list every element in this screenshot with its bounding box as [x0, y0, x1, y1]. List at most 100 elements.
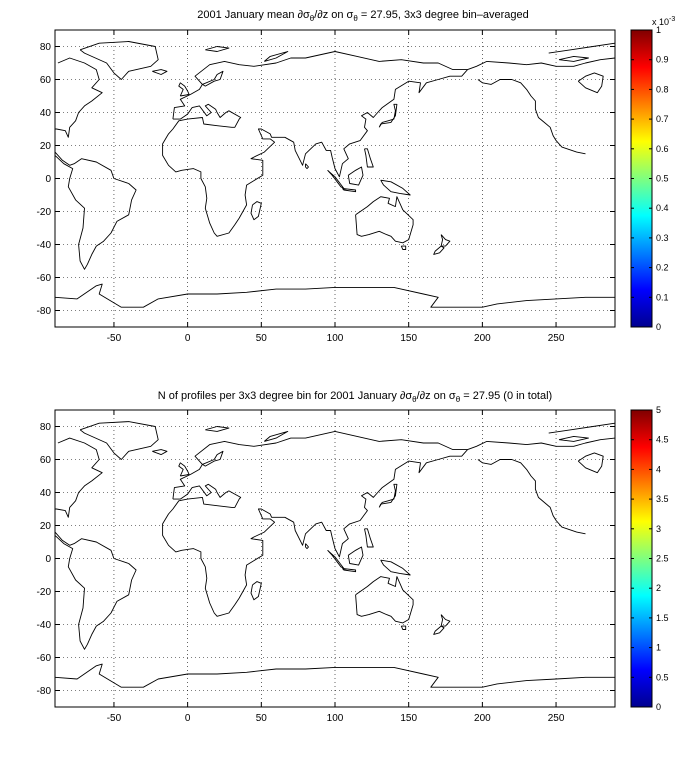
y-tick-label: 20	[40, 141, 52, 152]
x-tick-label: 50	[256, 333, 268, 344]
x-tick-label: 50	[256, 713, 268, 724]
coastline	[467, 437, 615, 451]
coastline	[433, 245, 445, 255]
coastline	[577, 452, 604, 474]
y-tick-label: 0	[45, 554, 51, 565]
x-tick-label: 250	[548, 333, 565, 344]
y-tick-label: 20	[40, 521, 52, 532]
coastline	[55, 531, 137, 650]
y-tick-label: 40	[40, 488, 52, 499]
coastline	[558, 435, 589, 442]
y-tick-label: -80	[37, 306, 52, 317]
coastline	[477, 459, 586, 535]
colorbar-exponent: x 10-3	[652, 16, 675, 27]
colorbar-tick-label: 3	[656, 524, 661, 534]
colorbar-tick-label: 2	[656, 583, 661, 593]
colorbar-bottom: 0 0.5 1 1.5 2 2.5 3 3.5 4 4.5 5	[630, 405, 669, 712]
colorbar-tick-label: 4.5	[656, 435, 669, 445]
coastline	[250, 581, 262, 601]
x-tick-label: 250	[548, 713, 565, 724]
coastline	[577, 72, 604, 94]
x-tick-label: 0	[185, 333, 191, 344]
x-tick-label: -50	[107, 333, 122, 344]
y-tick-label: 60	[40, 455, 52, 466]
coastline	[380, 559, 411, 576]
colorbar-tick-label: 1	[656, 643, 661, 653]
colorbar-gradient	[630, 29, 653, 328]
colorbar-tick-label: 0.5	[656, 174, 669, 184]
coastline	[355, 196, 414, 244]
coastline-map	[55, 41, 615, 308]
colorbar-tick-label: 0.9	[656, 55, 669, 65]
coastline	[347, 166, 364, 186]
coastline	[264, 430, 289, 442]
colorbar-tick-label: 0	[656, 702, 661, 712]
y-tick-label: -20	[37, 207, 52, 218]
y-tick-label: 40	[40, 108, 52, 119]
x-tick-label: 200	[474, 713, 491, 724]
coastline	[378, 103, 398, 128]
coastline	[342, 187, 357, 193]
coastline	[347, 546, 364, 566]
coastline	[162, 430, 469, 617]
x-tick-label: 150	[400, 333, 417, 344]
coastline	[327, 549, 345, 569]
coastline	[364, 148, 374, 168]
colorbar-tick-label: 0.3	[656, 233, 669, 243]
coastline	[467, 57, 615, 71]
coastline	[55, 57, 103, 138]
coastline	[433, 625, 445, 635]
coastline	[400, 245, 407, 250]
x-tick-label: 100	[327, 713, 344, 724]
panel-mean-gradient: 2001 January mean ∂σθ/∂z on σθ = 27.95, …	[37, 9, 676, 344]
coastline	[55, 437, 103, 518]
coastline	[55, 151, 137, 270]
coastline	[440, 234, 451, 247]
colorbar-tick-label: 0.4	[656, 203, 669, 213]
colorbar-tick-label: 1.5	[656, 613, 669, 623]
coastline	[548, 422, 615, 434]
colorbar-gradient	[630, 409, 653, 708]
colorbar-tick-label: 0.2	[656, 263, 669, 273]
colorbar-top: x 10-3 0 0.1 0.2 0.3 0.4 0.5 0.6 0.7 0.8 0.9 1	[630, 16, 675, 332]
coastline	[202, 450, 224, 467]
coastline	[202, 70, 224, 87]
y-tick-label: -40	[37, 240, 52, 251]
coastline	[305, 543, 309, 550]
y-tick-label: 80	[40, 422, 52, 433]
colorbar-tick-label: 1	[656, 25, 661, 35]
coastline	[558, 55, 589, 62]
colorbar-tick-label: 0.5	[656, 672, 669, 682]
y-tick-label: -80	[37, 686, 52, 697]
x-tick-label: 0	[185, 713, 191, 724]
coastline	[327, 169, 345, 189]
coastline	[342, 567, 357, 573]
coastline	[250, 201, 262, 221]
colorbar-tick-label: 0.1	[656, 292, 669, 302]
y-tick-label: -40	[37, 620, 52, 631]
coastline	[378, 483, 398, 508]
coastline	[55, 663, 615, 688]
colorbar-tick-label: 0.6	[656, 144, 669, 154]
y-tick-label: 80	[40, 42, 52, 53]
colorbar-tick-label: 3.5	[656, 494, 669, 504]
coastline	[364, 528, 374, 548]
chart-title-bottom: N of profiles per 3x3 degree bin for 200…	[158, 390, 552, 404]
coastline	[355, 576, 414, 624]
coastline	[79, 41, 159, 80]
colorbar-tick-label: 4	[656, 464, 661, 474]
coastline	[548, 42, 615, 54]
y-tick-label: -60	[37, 653, 52, 664]
coastline	[162, 51, 469, 237]
coastline	[380, 179, 411, 196]
coastline	[205, 46, 230, 52]
x-tick-label: 200	[474, 333, 491, 344]
coastline	[152, 449, 168, 456]
coastline	[440, 614, 451, 627]
x-tick-label: -50	[107, 713, 122, 724]
y-tick-label: 60	[40, 75, 52, 86]
coastline	[305, 163, 309, 170]
